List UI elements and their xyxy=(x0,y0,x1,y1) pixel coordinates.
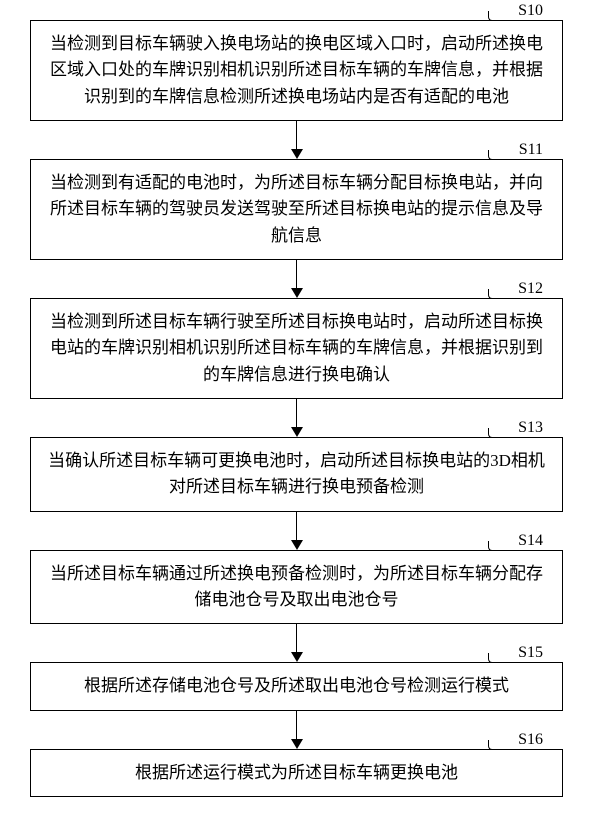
step-s15: S15 根据所述存储电池仓号及所述取出电池仓号检测运行模式 xyxy=(30,662,563,710)
step-label: S13 xyxy=(518,419,543,437)
step-box: 当检测到有适配的电池时，为所述目标车辆分配目标换电站，并向所述目标车辆的驾驶员发… xyxy=(30,159,563,260)
arrow xyxy=(291,624,303,662)
step-label: S15 xyxy=(518,644,543,662)
step-box: 当确认所述目标车辆可更换电池时，启动所述目标换电站的3D相机对所述目标车辆进行换… xyxy=(30,437,563,512)
step-s12: S12 当检测到所述目标车辆行驶至所述目标换电站时，启动所述目标换电站的车牌识别… xyxy=(30,298,563,399)
step-label: S12 xyxy=(518,280,543,298)
step-s16: S16 根据所述运行模式为所述目标车辆更换电池 xyxy=(30,749,563,797)
step-label: S10 xyxy=(518,2,543,20)
label-hook xyxy=(488,740,507,750)
label-hook xyxy=(488,289,507,299)
step-box: 当所述目标车辆通过所述换电预备检测时，为所述目标车辆分配存储电池仓号及取出电池仓… xyxy=(30,550,563,625)
label-hook xyxy=(488,653,507,663)
step-label: S14 xyxy=(518,532,543,550)
arrow xyxy=(291,711,303,749)
label-hook xyxy=(488,541,507,551)
step-label: S11 xyxy=(519,141,543,159)
step-box: 根据所述运行模式为所述目标车辆更换电池 xyxy=(30,749,563,797)
step-label: S16 xyxy=(518,731,543,749)
step-s13: S13 当确认所述目标车辆可更换电池时，启动所述目标换电站的3D相机对所述目标车… xyxy=(30,437,563,512)
flowchart: S10 当检测到目标车辆驶入换电场站的换电区域入口时，启动所述换电区域入口处的车… xyxy=(30,20,563,797)
label-hook xyxy=(488,11,507,21)
step-box: 当检测到所述目标车辆行驶至所述目标换电站时，启动所述目标换电站的车牌识别相机识别… xyxy=(30,298,563,399)
label-hook xyxy=(488,150,507,160)
arrow xyxy=(291,260,303,298)
step-box: 当检测到目标车辆驶入换电场站的换电区域入口时，启动所述换电区域入口处的车牌识别相… xyxy=(30,20,563,121)
arrow xyxy=(291,121,303,159)
arrow xyxy=(291,512,303,550)
step-box: 根据所述存储电池仓号及所述取出电池仓号检测运行模式 xyxy=(30,662,563,710)
step-s10: S10 当检测到目标车辆驶入换电场站的换电区域入口时，启动所述换电区域入口处的车… xyxy=(30,20,563,121)
step-s14: S14 当所述目标车辆通过所述换电预备检测时，为所述目标车辆分配存储电池仓号及取… xyxy=(30,550,563,625)
step-s11: S11 当检测到有适配的电池时，为所述目标车辆分配目标换电站，并向所述目标车辆的… xyxy=(30,159,563,260)
label-hook xyxy=(488,428,507,438)
arrow xyxy=(291,399,303,437)
